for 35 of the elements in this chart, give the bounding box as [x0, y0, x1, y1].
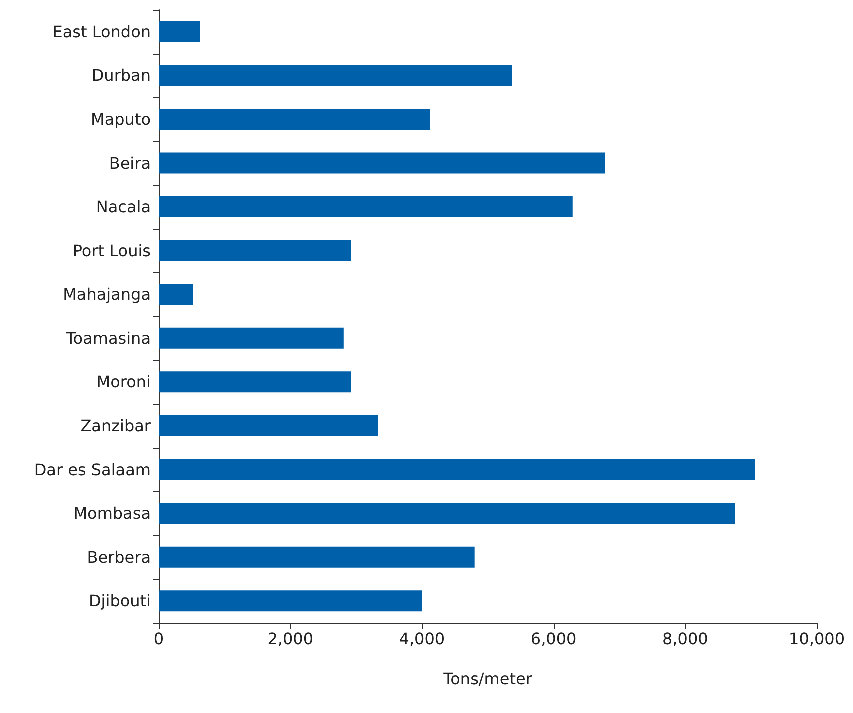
y-tick-label: Zanzibar	[80, 416, 152, 436]
x-axis-title: Tons/meter	[442, 670, 533, 688]
y-tick-label: Maputo	[91, 110, 151, 129]
bar	[159, 590, 422, 612]
y-tick-label: Beira	[109, 154, 151, 173]
y-tick-label: Djibouti	[88, 592, 151, 611]
y-tick-label: Toamasina	[65, 328, 151, 348]
bar	[159, 284, 194, 306]
x-tick-label: 8,000	[662, 630, 708, 648]
x-tick-label: 10,000	[789, 630, 845, 648]
y-tick-label: Moroni	[96, 372, 151, 392]
bar	[159, 65, 512, 86]
bar	[159, 328, 344, 349]
bar	[159, 196, 573, 218]
bar	[159, 108, 430, 130]
x-tick-label: 6,000	[530, 630, 577, 648]
y-tick-label: Mahajanga	[63, 285, 151, 304]
bar	[159, 240, 352, 262]
bar	[159, 372, 352, 393]
y-tick-label: Port Louis	[72, 241, 151, 260]
bar	[159, 21, 200, 42]
y-tick-label: Durban	[92, 66, 151, 86]
bar	[159, 459, 756, 480]
bar	[159, 415, 378, 436]
y-tick-label: Mombasa	[74, 504, 151, 524]
y-tick-label: Berbera	[87, 548, 151, 567]
y-tick-label: East London	[52, 22, 151, 42]
x-tick-label: 0	[154, 630, 164, 648]
x-tick-label: 2,000	[268, 630, 314, 648]
y-tick-label: Nacala	[96, 198, 151, 217]
bar	[159, 546, 475, 568]
y-tick-label: Dar es Salaam	[34, 460, 151, 480]
x-tick-label: 4,000	[399, 630, 446, 648]
bar	[159, 152, 606, 174]
bar	[159, 503, 736, 524]
